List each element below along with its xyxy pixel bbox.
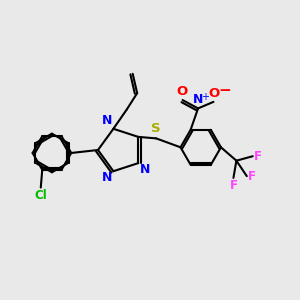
- Text: S: S: [151, 122, 161, 135]
- Text: Cl: Cl: [34, 189, 47, 202]
- Text: +: +: [201, 92, 209, 103]
- Text: F: F: [230, 179, 237, 192]
- Text: O: O: [176, 85, 188, 98]
- Text: N: N: [101, 114, 112, 127]
- Text: N: N: [101, 171, 112, 184]
- Text: F: F: [254, 150, 262, 163]
- Text: −: −: [218, 83, 231, 98]
- Text: O: O: [208, 87, 220, 100]
- Text: N: N: [140, 163, 150, 176]
- Text: F: F: [248, 169, 256, 183]
- Text: N: N: [193, 93, 203, 106]
